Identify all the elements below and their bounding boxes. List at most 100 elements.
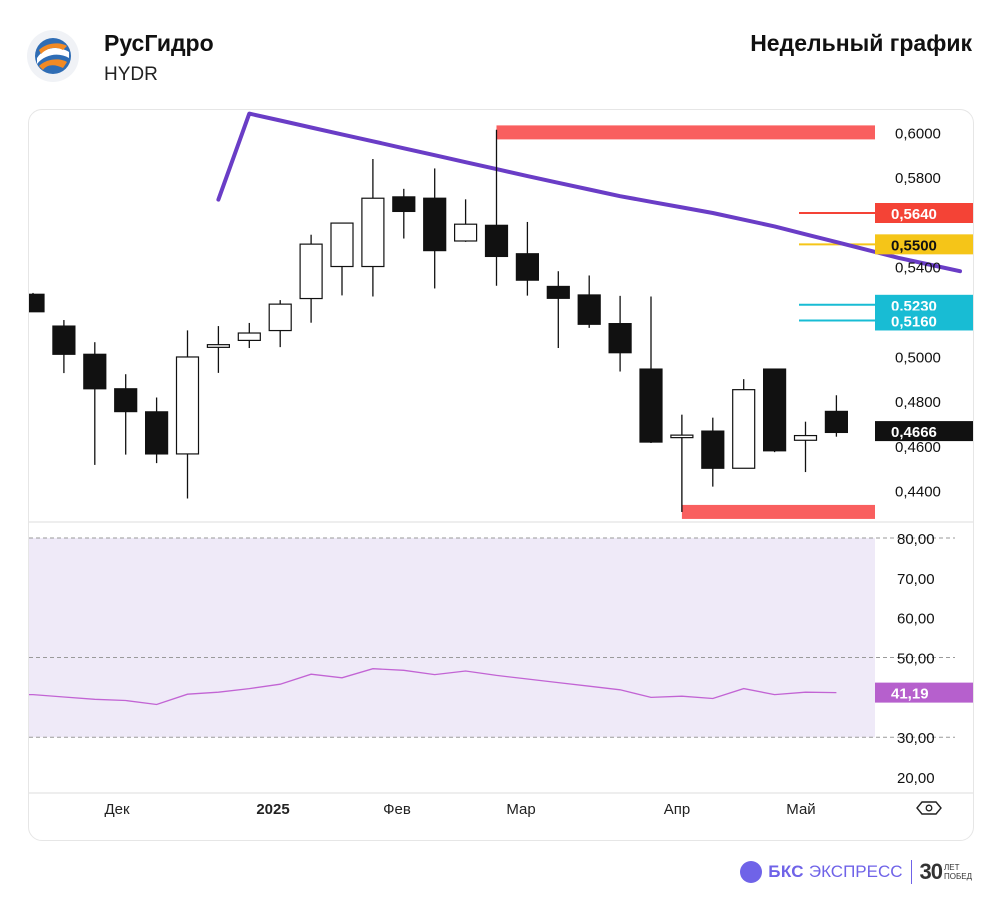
candle [639,296,663,443]
company-name: РусГидро [104,30,214,56]
candle-body [144,411,169,455]
zone-0 [496,125,875,140]
level-badge-3-label: 0,5160 [891,313,937,330]
rsi-value-badge-bg [875,682,973,703]
candle-body [762,368,787,452]
price-tick-label: 0,5400 [895,260,941,277]
time-tick-label: Фев [383,801,411,818]
candle-body [423,197,447,252]
footer-brand: БКС ЭКСПРЕСС 30 ЛЕТ ПОБЕД [740,857,972,887]
level-badge-0-label: 0,5640 [891,206,937,223]
candle-body [330,222,354,268]
candle [361,159,385,297]
time-tick-label: Дек [104,801,130,818]
level-badge-2-bg [875,294,973,315]
candle [515,221,539,296]
price-tick-label: 0,6000 [895,125,941,142]
rsi-value-badge-label: 41,19 [891,686,929,703]
candle [83,342,107,465]
candle-body [52,325,76,355]
anniversary-line1: ЛЕТ [944,863,960,872]
header: РусГидро HYDR Недельный график [0,0,1000,100]
price-tick-label: 0,4400 [895,484,941,501]
candle [175,330,200,499]
candle [824,395,849,437]
candle-body [639,368,663,443]
level-badge-3-bg [875,310,973,331]
price-tick-label: 0,4600 [895,439,941,456]
price-tick-label: 0,4800 [895,394,941,411]
candle-body [793,434,818,441]
candle-body [299,243,323,300]
rsi-line [29,668,837,706]
time-tick-label: Апр [664,801,690,818]
brand-rest: ЭКСПРЕСС [808,862,903,881]
last-price-badge: 0,4666 [875,421,973,442]
price-tick-label: 0,5800 [895,170,941,187]
candle-body [515,253,539,281]
candle [29,292,45,313]
anniversary-text: ЛЕТ ПОБЕД [944,863,972,881]
footer-divider [910,860,912,884]
chart-title: Недельный график [750,30,972,56]
candle-body [608,323,632,354]
rsi-value-badge: 41,19 [875,682,973,703]
level-badge-0: 0,5640 [875,203,973,223]
candle-body [206,344,230,348]
rsi-tick-label: 70,00 [897,571,935,588]
candle [484,129,509,286]
candle-body [392,196,416,213]
candle [237,322,261,349]
brand-bold: БКС [768,862,804,881]
rsi-tick-label: 50,00 [897,651,935,668]
candle-body [454,223,478,242]
time-tick-label: 2025 [256,801,289,818]
candle [670,414,694,512]
candle [423,168,447,289]
candle [701,417,725,487]
candle-body [175,356,200,455]
candle [52,320,76,374]
candle [608,295,632,372]
settings-icon-center [925,804,933,812]
candle [299,234,323,323]
candle-body [114,388,138,413]
company-logo [27,30,79,82]
candle-body [824,410,849,434]
candle [454,199,478,242]
last-price-badge-label: 0,4666 [891,424,937,441]
price-chart: 0,6000 0,5800 0,5400 0,5000 0,4800 0,4600 0,44… [29,111,973,818]
level-badge-1: 0,5500 [875,234,973,255]
candle-body [268,303,292,332]
candle-body [83,353,107,390]
time-tick-label: Мар [506,801,535,818]
level-badge-1-bg [875,234,973,255]
rsi-tick-label: 60,00 [897,611,935,628]
candle [762,368,787,453]
candle-body [546,285,570,299]
rsi-tick-label: 80,00 [897,531,935,548]
anniversary-line2: ПОБЕД [944,872,972,881]
anniversary-number: 30 [919,859,944,884]
candle-body [484,224,509,258]
candle [206,326,230,373]
candle [793,421,818,473]
candle-body [732,389,756,469]
time-tick-label: Май [786,801,815,818]
candle-body [361,197,385,268]
bks-logo-icon [740,861,763,883]
level-badge-3: 0,5160 [875,310,973,331]
candle [392,188,416,239]
candle [330,222,354,296]
candle [577,275,601,328]
candle [114,374,138,455]
candle-body [577,294,601,325]
chart-panel: 0,6000 0,5800 0,5400 0,5000 0,4800 0,4600 0,44… [28,109,974,841]
price-tick-label: 0,5000 [895,349,941,366]
chart-settings-button[interactable] [916,801,942,815]
moving-average-line [216,111,962,274]
rushydro-logo-icon [35,38,71,74]
candle [732,379,756,469]
candle [144,397,169,464]
last-price-badge-bg [875,421,973,442]
